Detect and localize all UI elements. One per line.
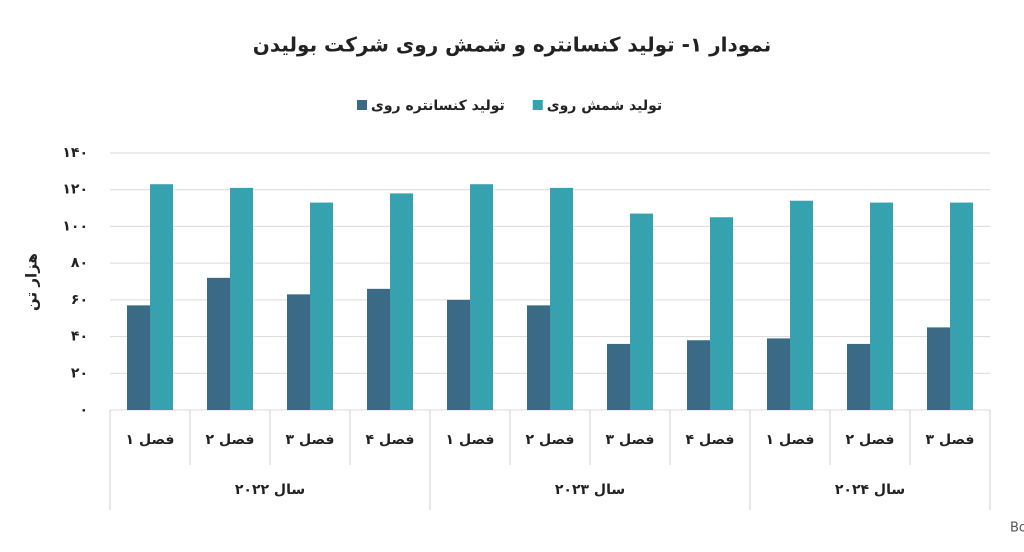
legend-swatch [357,100,367,110]
x-tick-label: فصل ۴ [686,432,735,448]
legend-swatch [532,100,543,110]
bar [150,184,173,410]
bar [927,327,950,410]
x-tick-label: فصل ۳ [926,432,975,448]
y-tick-label: ۱۰۰ [62,218,88,234]
bar [127,305,150,410]
x-tick-label: فصل ۳ [286,432,335,448]
y-tick-label: ۱۲۰ [62,182,88,198]
group-label: سال ۲۰۲۳ [555,482,625,498]
bar [287,294,310,410]
y-tick-label: ۲۰ [71,365,88,381]
x-tick-label: فصل ۱ [446,432,495,448]
bar [527,305,550,410]
y-tick-label: ۰ [79,402,88,418]
x-tick-label: فصل ۲ [206,432,255,448]
bar [367,288,390,410]
legend-label: تولید کنسانتره روی [371,98,505,114]
bar [390,193,413,410]
x-tick-label: فصل ۲ [846,432,895,448]
bar [630,213,653,410]
chart-title: نمودار ۱- تولید کنسانتره و شمش روی شرکت … [253,33,772,57]
source: منبع: Boliden [1010,521,1024,536]
bar [710,217,733,410]
y-tick-label: ۶۰ [71,292,88,308]
bar [470,184,493,410]
x-tick-label: فصل ۴ [366,432,415,448]
x-tick-label: فصل ۱ [126,432,175,448]
bar [950,202,973,410]
y-tick-label: ۴۰ [71,329,88,345]
group-label: سال ۲۰۲۴ [835,482,905,498]
bar [767,338,790,410]
bar [550,187,573,410]
bar [607,343,630,410]
y-axis-label: هزار تن [23,253,41,311]
bar [847,343,870,410]
bar [207,277,230,410]
bar [870,202,893,410]
x-tick-label: فصل ۳ [606,432,655,448]
bar [230,187,253,410]
y-tick-label: ۱۴۰ [62,145,88,161]
group-label: سال ۲۰۲۲ [235,482,305,498]
bar [310,202,333,410]
x-tick-label: فصل ۲ [526,432,575,448]
legend-label: تولید شمش روی [547,98,662,114]
y-tick-label: ۸۰ [71,255,88,271]
x-tick-label: فصل ۱ [766,432,815,448]
bar [790,200,813,410]
bar [447,299,470,410]
bar [687,340,710,410]
